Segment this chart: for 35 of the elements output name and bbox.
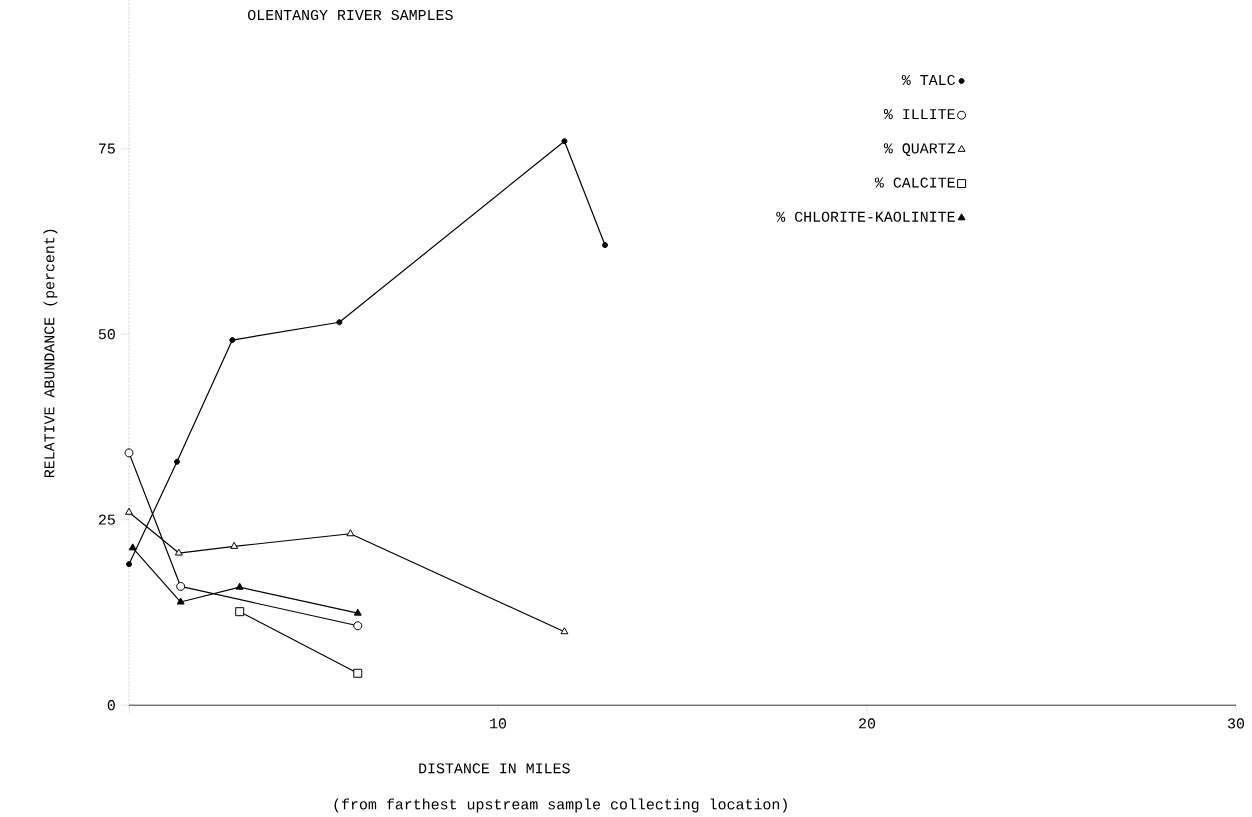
y-tick-label: 0	[107, 699, 115, 711]
text: (from farthest upstream sample collecting location)	[334, 798, 787, 813]
legend-label: % ILLITE	[883, 108, 955, 119]
point	[124, 448, 134, 458]
point	[176, 581, 186, 591]
y-tick-label: 50	[98, 328, 115, 339]
chart-title: OLENTANGY RIVER SAMPLES	[248, 9, 453, 20]
point	[176, 597, 185, 605]
point	[230, 541, 239, 549]
x-tick-label: 20	[859, 718, 876, 729]
point	[353, 668, 363, 678]
legend-label: % CALCITE	[874, 177, 955, 188]
point	[235, 582, 244, 590]
point	[353, 608, 362, 616]
point	[235, 607, 245, 616]
y-tick-label: 75	[99, 143, 115, 154]
x-axis-title: DISTANCE IN MILES	[419, 763, 570, 774]
point	[126, 561, 132, 567]
point	[174, 548, 183, 556]
x-tick-label: 30	[1227, 718, 1245, 729]
y-tick-label: 25	[98, 514, 115, 525]
y-axis-title: RELATIVE ABUNDANCE (percent)	[43, 229, 58, 477]
legend-label: % TALC	[901, 74, 955, 85]
x-tick-label: 10	[490, 718, 507, 729]
point	[561, 138, 568, 144]
point	[173, 458, 180, 465]
point	[128, 543, 137, 551]
point	[353, 621, 363, 631]
point	[560, 627, 569, 635]
point	[336, 319, 343, 326]
point	[229, 336, 236, 343]
point	[602, 241, 608, 248]
point	[346, 529, 355, 537]
legend-label: % CHLORITE-KAOLINITE	[776, 211, 955, 222]
legend-label: % QUARTZ	[883, 143, 956, 156]
